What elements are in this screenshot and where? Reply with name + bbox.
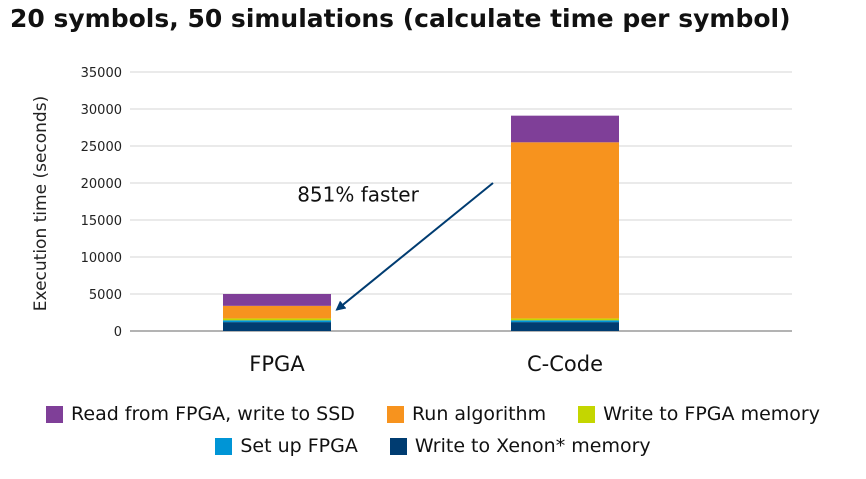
y-axis-title: Execution time (seconds): [31, 96, 51, 311]
bar-segment-c-code-set-up-fpga: [511, 320, 619, 323]
legend-swatch: [215, 437, 233, 455]
legend-item-write-to-xenon-memory: Write to Xenon* memory: [389, 435, 651, 457]
legend-item-set-up-fpga: Set up FPGA: [215, 435, 358, 457]
bar-segment-fpga-write-to-xenon-memory: [223, 322, 331, 331]
bar-segment-c-code-write-to-fpga-memory: [511, 318, 619, 321]
bar-segment-c-code-run-algorithm: [511, 142, 619, 319]
legend-swatch: [386, 405, 404, 423]
y-tick-label: 15000: [81, 214, 122, 229]
legend-swatch: [46, 405, 64, 423]
legend-swatch: [389, 437, 407, 455]
annotation-arrow: [335, 182, 494, 311]
legend-label: Read from FPGA, write to SSD: [71, 403, 355, 425]
bar-segment-c-code-write-to-xenon-memory: [511, 322, 619, 331]
legend-swatch: [578, 405, 596, 423]
bar-segment-fpga-run-algorithm: [223, 305, 331, 319]
bar-segment-c-code-read-from-fpga-write-to-ssd: [511, 115, 619, 143]
y-tick-label: 30000: [81, 103, 122, 118]
legend-label: Write to Xenon* memory: [414, 435, 651, 457]
legend-label: Run algorithm: [411, 403, 547, 425]
y-tick-label: 0: [114, 325, 122, 340]
legend-item-run-algorithm: Run algorithm: [386, 403, 547, 425]
bar-segment-fpga-set-up-fpga: [223, 320, 331, 323]
legend-row: Set up FPGA Write to Xenon* memory: [0, 430, 866, 462]
legend-item-read-from-fpga-write-to-ssd: Read from FPGA, write to SSD: [46, 403, 355, 425]
annotation-text: 851% faster: [297, 183, 419, 207]
y-tick-label: 35000: [81, 66, 122, 81]
y-tick-label: 20000: [81, 177, 122, 192]
legend-item-write-to-fpga-memory: Write to FPGA memory: [578, 403, 820, 425]
x-tick-label: FPGA: [249, 352, 305, 376]
y-tick-label: 25000: [81, 140, 122, 155]
x-tick-label: C-Code: [527, 352, 603, 376]
y-tick-label: 5000: [89, 288, 122, 303]
chart-plot: 0 5000 10000 15000 20000 25000 30000 35000 Execu…: [31, 66, 792, 376]
bar-segment-fpga-read-from-fpga-write-to-ssd: [223, 294, 331, 306]
legend-label: Write to FPGA memory: [603, 403, 820, 425]
legend-label: Set up FPGA: [240, 435, 358, 457]
legend-row: Read from FPGA, write to SSD Run algorith…: [0, 398, 866, 430]
chart-title: 20 symbols, 50 simulations (calculate ti…: [10, 4, 791, 33]
y-tick-label: 10000: [81, 251, 122, 266]
legend: Read from FPGA, write to SSD Run algorith…: [0, 398, 866, 462]
bar-segment-fpga-write-to-fpga-memory: [223, 318, 331, 321]
